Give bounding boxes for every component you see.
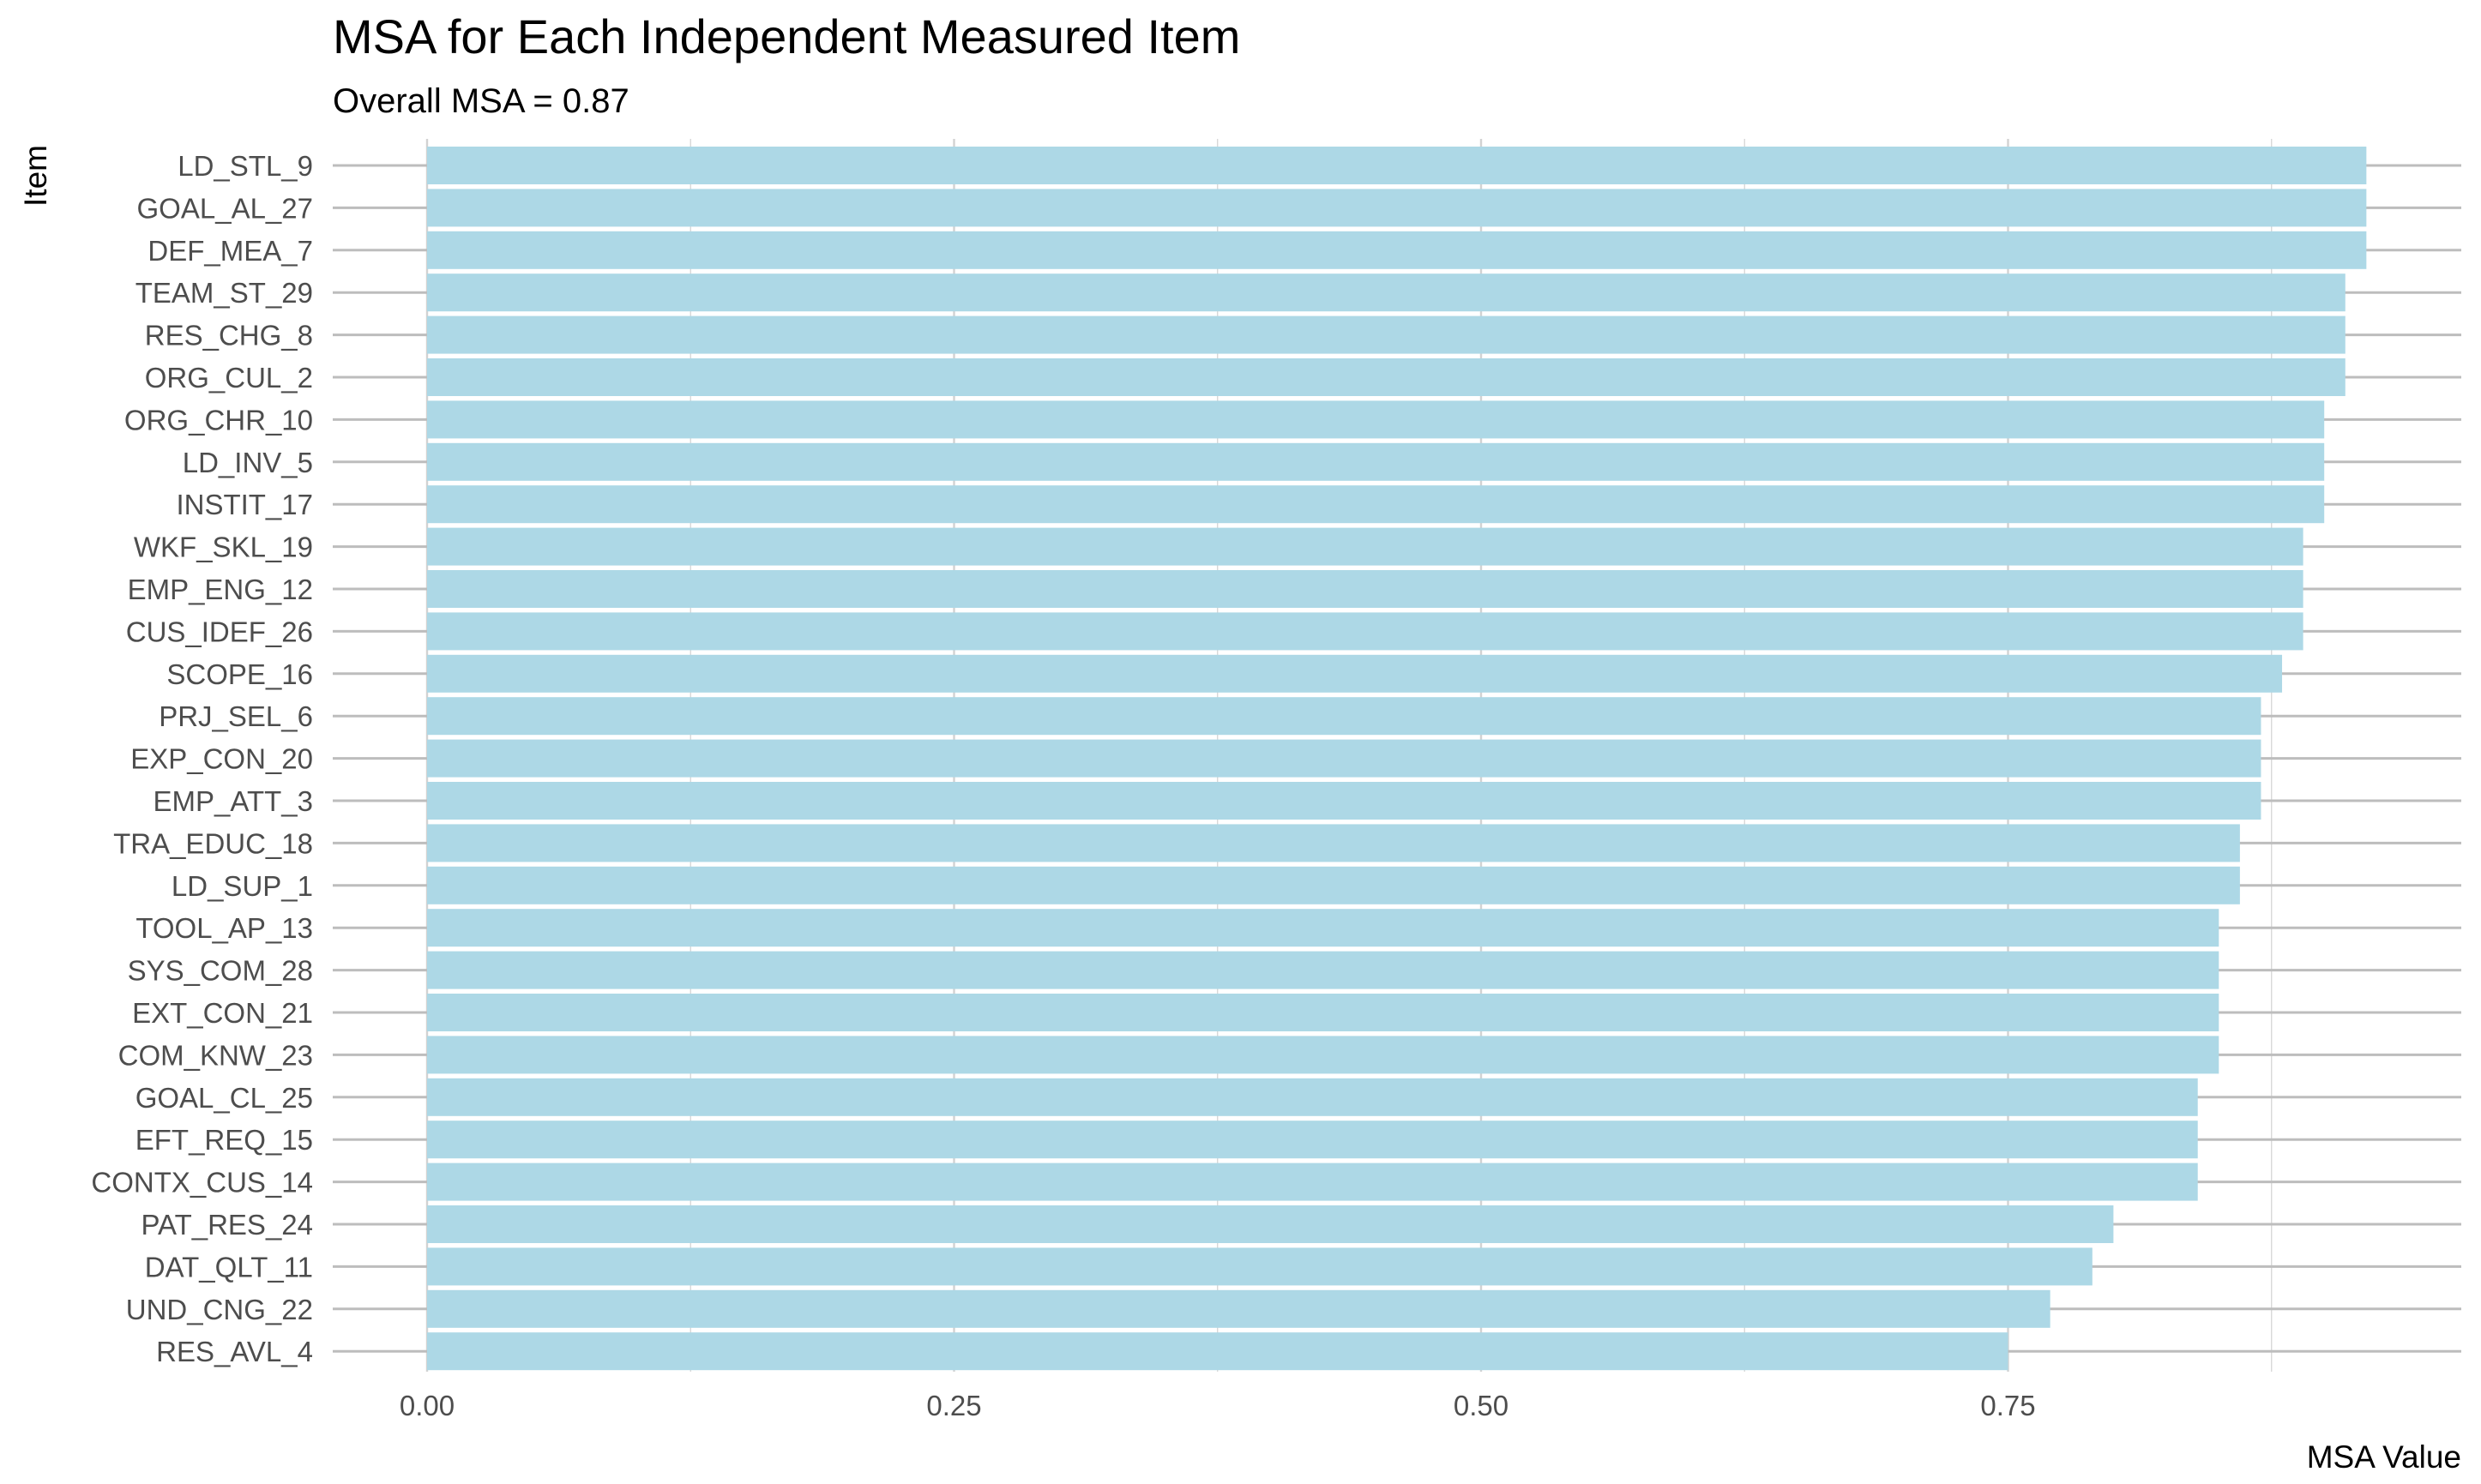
bar-ld-stl-9 (427, 147, 2367, 184)
y-tick-label: GOAL_CL_25 (135, 1082, 313, 1114)
bar-dat-qlt-11 (427, 1247, 2093, 1286)
y-tick-label: ORG_CHR_10 (124, 404, 313, 436)
bar-ext-con-21 (427, 994, 2219, 1031)
bar-ld-inv-5 (427, 442, 2325, 481)
y-tick-label: DEF_MEA_7 (148, 235, 313, 267)
x-tick-label: 0.50 (1454, 1390, 1508, 1421)
bar-cus-idef-26 (427, 612, 2303, 651)
y-tick-label: LD_STL_9 (178, 150, 313, 182)
bar-tra-educ-18 (427, 824, 2240, 862)
bar-sys-com-28 (427, 951, 2219, 989)
bar-pat-res-24 (427, 1205, 2114, 1243)
y-tick-label: TOOL_AP_13 (135, 912, 313, 944)
y-tick-label: EMP_ATT_3 (154, 785, 313, 817)
y-tick-label: COM_KNW_23 (118, 1039, 313, 1071)
bar-wkf-skl-19 (427, 527, 2303, 566)
y-tick-label: INSTIT_17 (176, 489, 313, 520)
y-tick-label: TEAM_ST_29 (135, 277, 313, 309)
y-tick-label: PAT_RES_24 (141, 1209, 313, 1241)
bar-goal-cl-25 (427, 1078, 2198, 1116)
y-tick-labels: LD_STL_9 GOAL_AL_27 DEF_MEA_7 TEAM_ST_29 RES… (91, 150, 313, 1367)
bar-goal-al-27 (427, 189, 2367, 227)
bar-res-chg-8 (427, 315, 2346, 354)
y-tick-label: RES_CHG_8 (145, 320, 313, 351)
y-tick-label: WKF_SKL_19 (134, 532, 313, 563)
y-tick-label: CONTX_CUS_14 (91, 1167, 313, 1199)
y-tick-label: CUS_IDEF_26 (126, 616, 313, 647)
y-tick-label: LD_INV_5 (183, 447, 313, 478)
bar-layer (427, 147, 2367, 1371)
bar-tool-ap-13 (427, 909, 2219, 947)
y-axis-title: Item (18, 145, 53, 207)
y-tick-label: EXP_CON_20 (130, 743, 313, 775)
y-tick-label: ORG_CUL_2 (145, 362, 313, 394)
bar-eft-req-15 (427, 1121, 2198, 1159)
y-tick-label: EFT_REQ_15 (135, 1124, 313, 1156)
bar-prj-sel-6 (427, 697, 2261, 736)
x-tick-label: 0.00 (400, 1390, 455, 1421)
y-tick-label: UND_CNG_22 (126, 1294, 313, 1325)
bar-scope-16 (427, 654, 2283, 693)
x-tick-label: 0.25 (926, 1390, 981, 1421)
y-tick-label: SYS_COM_28 (128, 955, 313, 987)
chart-subtitle: Overall MSA = 0.87 (333, 82, 629, 120)
bar-und-cng-22 (427, 1289, 2050, 1328)
bar-org-chr-10 (427, 400, 2325, 439)
bar-exp-con-20 (427, 739, 2261, 778)
y-tick-label: DAT_QLT_11 (145, 1251, 313, 1283)
y-tick-label: EXT_CON_21 (132, 997, 313, 1029)
y-tick-label: EMP_ENG_12 (128, 574, 313, 605)
bar-com-knw-23 (427, 1036, 2219, 1074)
bar-ld-sup-1 (427, 866, 2240, 904)
bar-instit-17 (427, 485, 2325, 524)
bar-emp-att-3 (427, 782, 2261, 820)
y-tick-label: GOAL_AL_27 (137, 192, 313, 224)
bar-contx-cus-14 (427, 1163, 2198, 1201)
x-tick-labels: 0.00 0.25 0.50 0.75 (400, 1390, 2036, 1421)
bar-org-cul-2 (427, 358, 2346, 396)
y-tick-label: RES_AVL_4 (156, 1336, 313, 1367)
bar-res-avl-4 (427, 1332, 2008, 1371)
y-tick-label: PRJ_SEL_6 (159, 700, 313, 732)
y-tick-label: LD_SUP_1 (172, 870, 313, 902)
y-tick-label: SCOPE_16 (166, 658, 313, 690)
y-tick-label: TRA_EDUC_18 (113, 827, 313, 859)
x-axis-title: MSA Value (2307, 1439, 2461, 1475)
chart-title: MSA for Each Independent Measured Item (333, 9, 1240, 63)
x-tick-label: 0.75 (1980, 1390, 2035, 1421)
bar-emp-eng-12 (427, 570, 2303, 608)
bar-def-mea-7 (427, 231, 2367, 269)
bar-team-st-29 (427, 273, 2346, 312)
